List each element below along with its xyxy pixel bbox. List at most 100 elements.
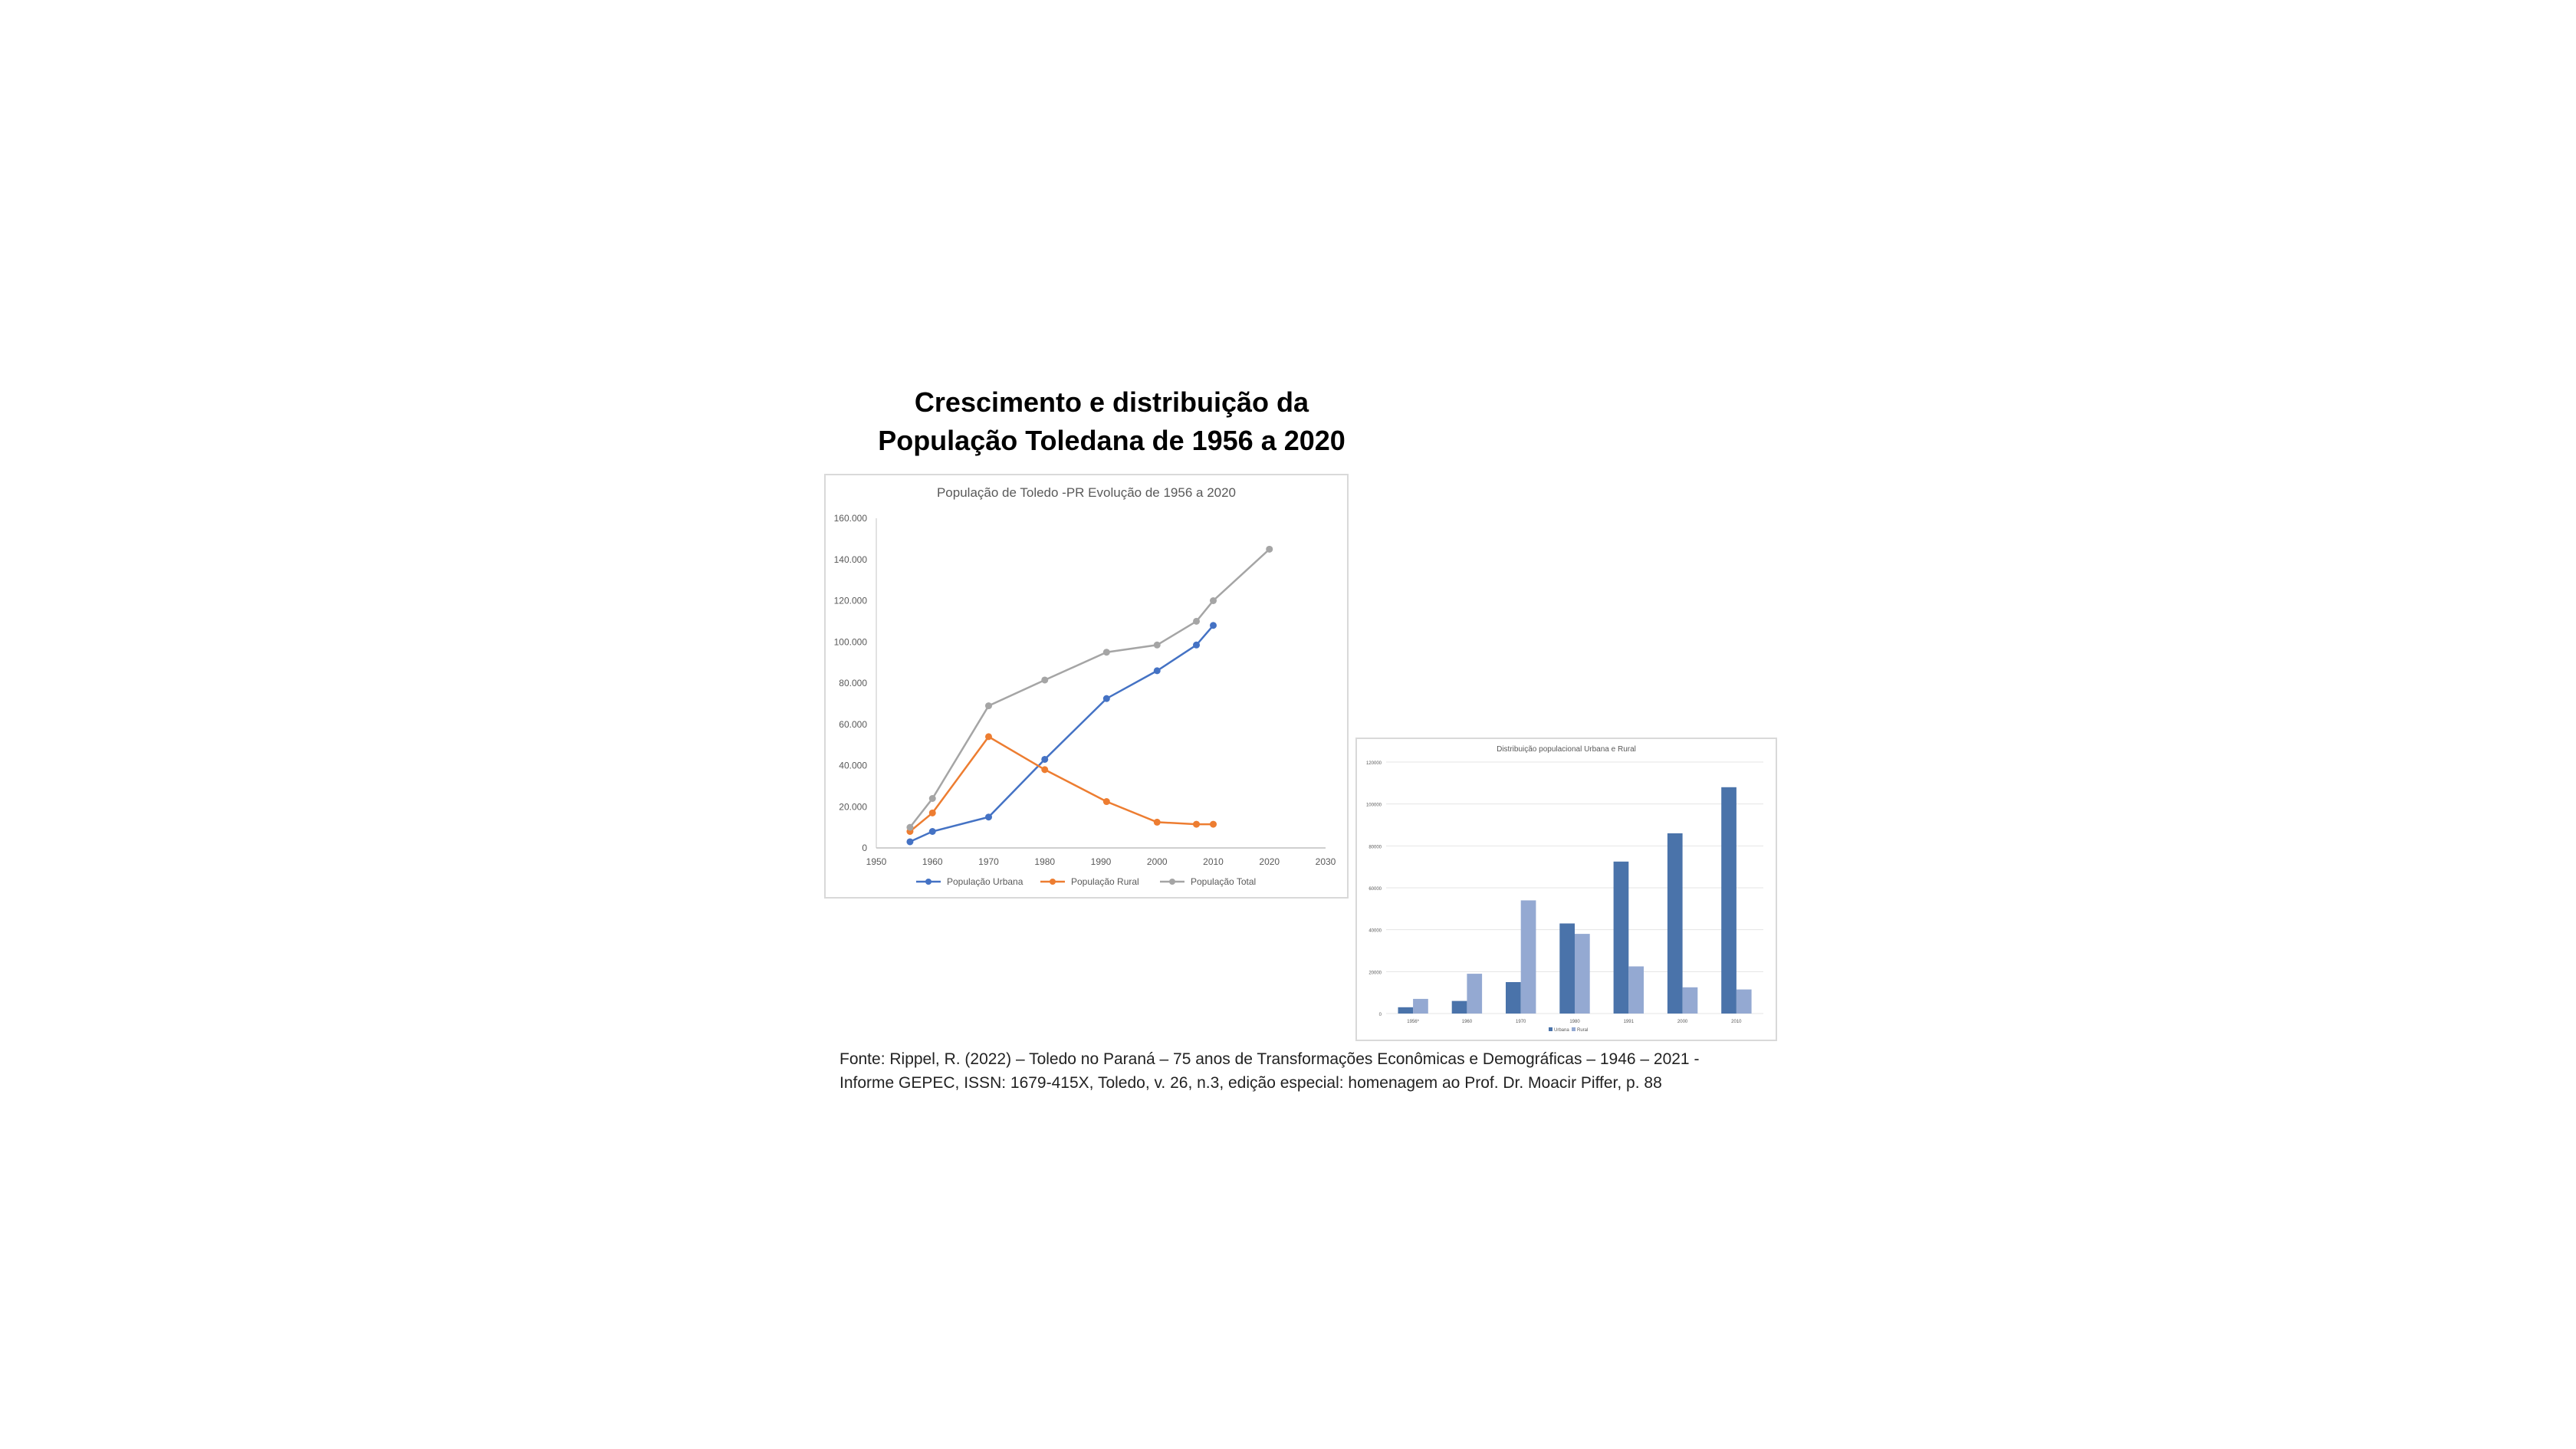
bar-chart-y-tick-label: 60000: [1368, 887, 1382, 892]
bar-legend-label-1: Rural: [1577, 1028, 1588, 1033]
legend-marker-2: [1169, 879, 1175, 885]
slide-title-line-2: População Toledana de 1956 a 2020: [878, 425, 1346, 456]
slide-title-line-1: Crescimento e distribuição da: [914, 386, 1309, 418]
source-note: Fonte: Rippel, R. (2022) – Toledo no Par…: [840, 1047, 1783, 1095]
bar-urbana: [1506, 982, 1521, 1014]
line-chart-panel: População de Toledo -PR Evolução de 1956…: [824, 474, 1349, 899]
data-point: [1041, 676, 1049, 684]
legend-label-2: População Total: [1191, 876, 1256, 887]
line-chart-x-tick-label: 1960: [922, 856, 943, 867]
bar-chart-x-tick-label: 1960: [1462, 1020, 1473, 1024]
line-chart-y-tick-label: 0: [862, 843, 867, 853]
line-chart-x-tick-label: 1980: [1034, 856, 1055, 867]
bar-legend-swatch-1: [1572, 1027, 1576, 1031]
line-chart-x-ticks: 1950 1960 1970 1980 1990 2000 2010 2020 2030: [866, 856, 1336, 867]
data-point: [1266, 545, 1273, 553]
data-point: [985, 733, 992, 741]
bar-rural: [1575, 934, 1590, 1014]
line-chart-y-tick-label: 20.000: [839, 801, 867, 812]
line-chart-y-tick-label: 60.000: [839, 719, 867, 730]
source-note-line-2: Informe GEPEC, ISSN: 1679-415X, Toledo, …: [840, 1074, 1662, 1092]
data-point: [1153, 818, 1161, 826]
bar-urbana: [1398, 1007, 1414, 1014]
bar-rural: [1467, 974, 1483, 1014]
bar-chart-title: Distribuição populacional Urbana e Rural: [1497, 745, 1636, 754]
line-chart-y-tick-label: 40.000: [839, 761, 867, 771]
bar-chart-x-tick-label: 1956*: [1407, 1020, 1419, 1024]
data-point: [1153, 641, 1161, 649]
source-note-line-1: Fonte: Rippel, R. (2022) – Toledo no Par…: [840, 1050, 1700, 1068]
data-point: [985, 813, 992, 821]
line-chart-x-tick-label: 1970: [978, 856, 999, 867]
data-point: [1041, 766, 1049, 774]
series-line-0: [909, 624, 1214, 843]
data-point: [1193, 641, 1201, 649]
slide-title: Crescimento e distribuição da População …: [797, 383, 1426, 460]
bar-chart-y-tick-label: 120000: [1366, 761, 1382, 766]
data-point: [906, 823, 914, 831]
bar-urbana: [1721, 787, 1737, 1014]
line-chart-y-tick-label: 140.000: [834, 554, 868, 565]
line-chart-x-tick-label: 2030: [1316, 856, 1336, 867]
bar-urbana: [1613, 861, 1629, 1014]
line-chart-x-tick-label: 2020: [1259, 856, 1280, 867]
data-point: [985, 702, 992, 710]
line-chart-legend: População Urbana População Rural População…: [916, 876, 1256, 887]
bar-chart-y-tick-label: 100000: [1366, 803, 1382, 808]
bar-rural: [1628, 966, 1644, 1014]
bar-chart-y-tick-label: 40000: [1368, 929, 1382, 934]
data-point: [928, 795, 936, 802]
data-point: [1153, 667, 1161, 675]
data-point: [1193, 820, 1201, 828]
bar-rural: [1682, 987, 1698, 1014]
bar-chart-y-tick-label: 80000: [1368, 845, 1382, 849]
bar-chart-legend: Urbana Rural: [1549, 1027, 1588, 1033]
data-point: [1102, 695, 1110, 702]
data-point: [928, 828, 936, 835]
line-chart-y-tick-label: 80.000: [839, 678, 867, 688]
bar-chart-y-tick-label: 20000: [1368, 971, 1382, 975]
legend-marker-1: [1050, 879, 1056, 885]
line-chart-title: População de Toledo -PR Evolução de 1956…: [937, 485, 1236, 500]
bar-chart-x-tick-label: 2000: [1677, 1020, 1688, 1024]
legend-label-1: População Rural: [1071, 876, 1139, 887]
data-point: [906, 838, 914, 846]
data-point: [1041, 755, 1049, 763]
data-point: [1102, 798, 1110, 806]
bar-chart-gridlines: [1386, 761, 1763, 1014]
bar-chart: Distribuição populacional Urbana e Rural…: [1366, 745, 1763, 1033]
line-chart-y-ticks: 0 20.000 40.000 60.000 80.000 100.000 120.000 1…: [834, 513, 868, 853]
line-chart-series: [906, 545, 1273, 846]
bar-urbana: [1667, 833, 1683, 1014]
bar-chart-y-tick-label: 0: [1379, 1013, 1382, 1017]
bar-urbana: [1559, 923, 1575, 1014]
bar-legend-label-0: Urbana: [1554, 1028, 1569, 1033]
line-chart-y-tick-label: 100.000: [834, 636, 868, 647]
line-chart-x-tick-label: 1990: [1091, 856, 1112, 867]
line-chart-y-tick-label: 120.000: [834, 596, 868, 606]
line-chart-y-tick-label: 160.000: [834, 513, 868, 524]
data-point: [1210, 820, 1217, 828]
line-chart-x-tick-label: 1950: [866, 856, 887, 867]
series-line-2: [909, 548, 1270, 828]
bar-rural: [1413, 998, 1428, 1014]
legend-label-0: População Urbana: [947, 876, 1024, 887]
line-chart-x-tick-label: 2000: [1147, 856, 1168, 867]
bar-chart-x-tick-label: 2010: [1731, 1020, 1742, 1024]
data-point: [1102, 649, 1110, 656]
series-line-1: [909, 735, 1214, 833]
line-chart-x-tick-label: 2010: [1203, 856, 1224, 867]
bar-chart-x-tick-label: 1991: [1624, 1020, 1635, 1024]
bar-chart-x-tick-label: 1970: [1516, 1020, 1526, 1024]
bar-rural: [1520, 900, 1536, 1014]
bar-chart-panel: Distribuição populacional Urbana e Rural…: [1355, 738, 1777, 1041]
bar-chart-x-ticks: 1956* 1960 1970 1980 1991 2000 2010: [1407, 1020, 1742, 1024]
bar-rural: [1736, 989, 1752, 1014]
data-point: [1193, 617, 1201, 625]
data-point: [1210, 597, 1217, 604]
bar-chart-bars: [1398, 787, 1752, 1014]
line-chart: População de Toledo -PR Evolução de 1956…: [834, 485, 1336, 887]
data-point: [928, 809, 936, 816]
bar-chart-y-ticks: 0 20000 40000 60000 80000 100000 120000: [1366, 761, 1382, 1017]
data-point: [1210, 622, 1217, 629]
